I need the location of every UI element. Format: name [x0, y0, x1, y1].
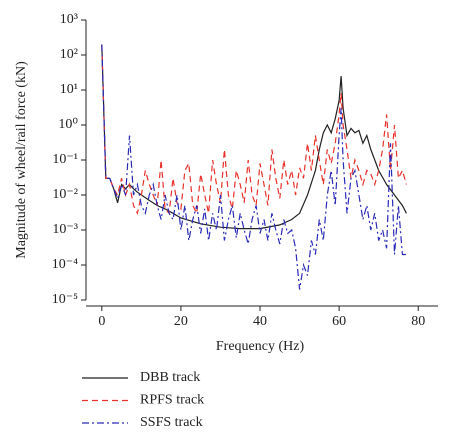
y-tick-label: 10⁻² — [52, 187, 78, 202]
series-line — [101, 44, 407, 216]
x-axis-label: Frequency (Hz) — [216, 339, 305, 354]
x-tick-label: 0 — [98, 314, 105, 329]
x-tick-label: 40 — [253, 314, 267, 329]
legend-label: RPFS track — [140, 393, 204, 408]
legend-label: SSFS track — [140, 415, 203, 430]
y-tick-label: 10⁻⁴ — [52, 257, 78, 272]
series-line — [101, 44, 407, 230]
y-tick-label: 10⁻⁵ — [52, 292, 78, 307]
y-tick-label: 10⁰ — [58, 117, 78, 132]
series-line — [101, 44, 407, 290]
x-tick-label: 80 — [411, 314, 425, 329]
y-tick-label: 10⁻¹ — [52, 152, 78, 167]
x-tick-label: 20 — [174, 314, 188, 329]
legend-label: DBB track — [140, 370, 200, 385]
x-tick-label: 60 — [332, 314, 346, 329]
y-tick-label: 10¹ — [60, 82, 78, 97]
y-tick-label: 10⁻³ — [52, 222, 78, 237]
y-tick-label: 10² — [60, 47, 78, 62]
y-axis-label: Magnitude of wheel/rail force (kN) — [14, 61, 29, 259]
y-tick-label: 10³ — [60, 12, 78, 27]
